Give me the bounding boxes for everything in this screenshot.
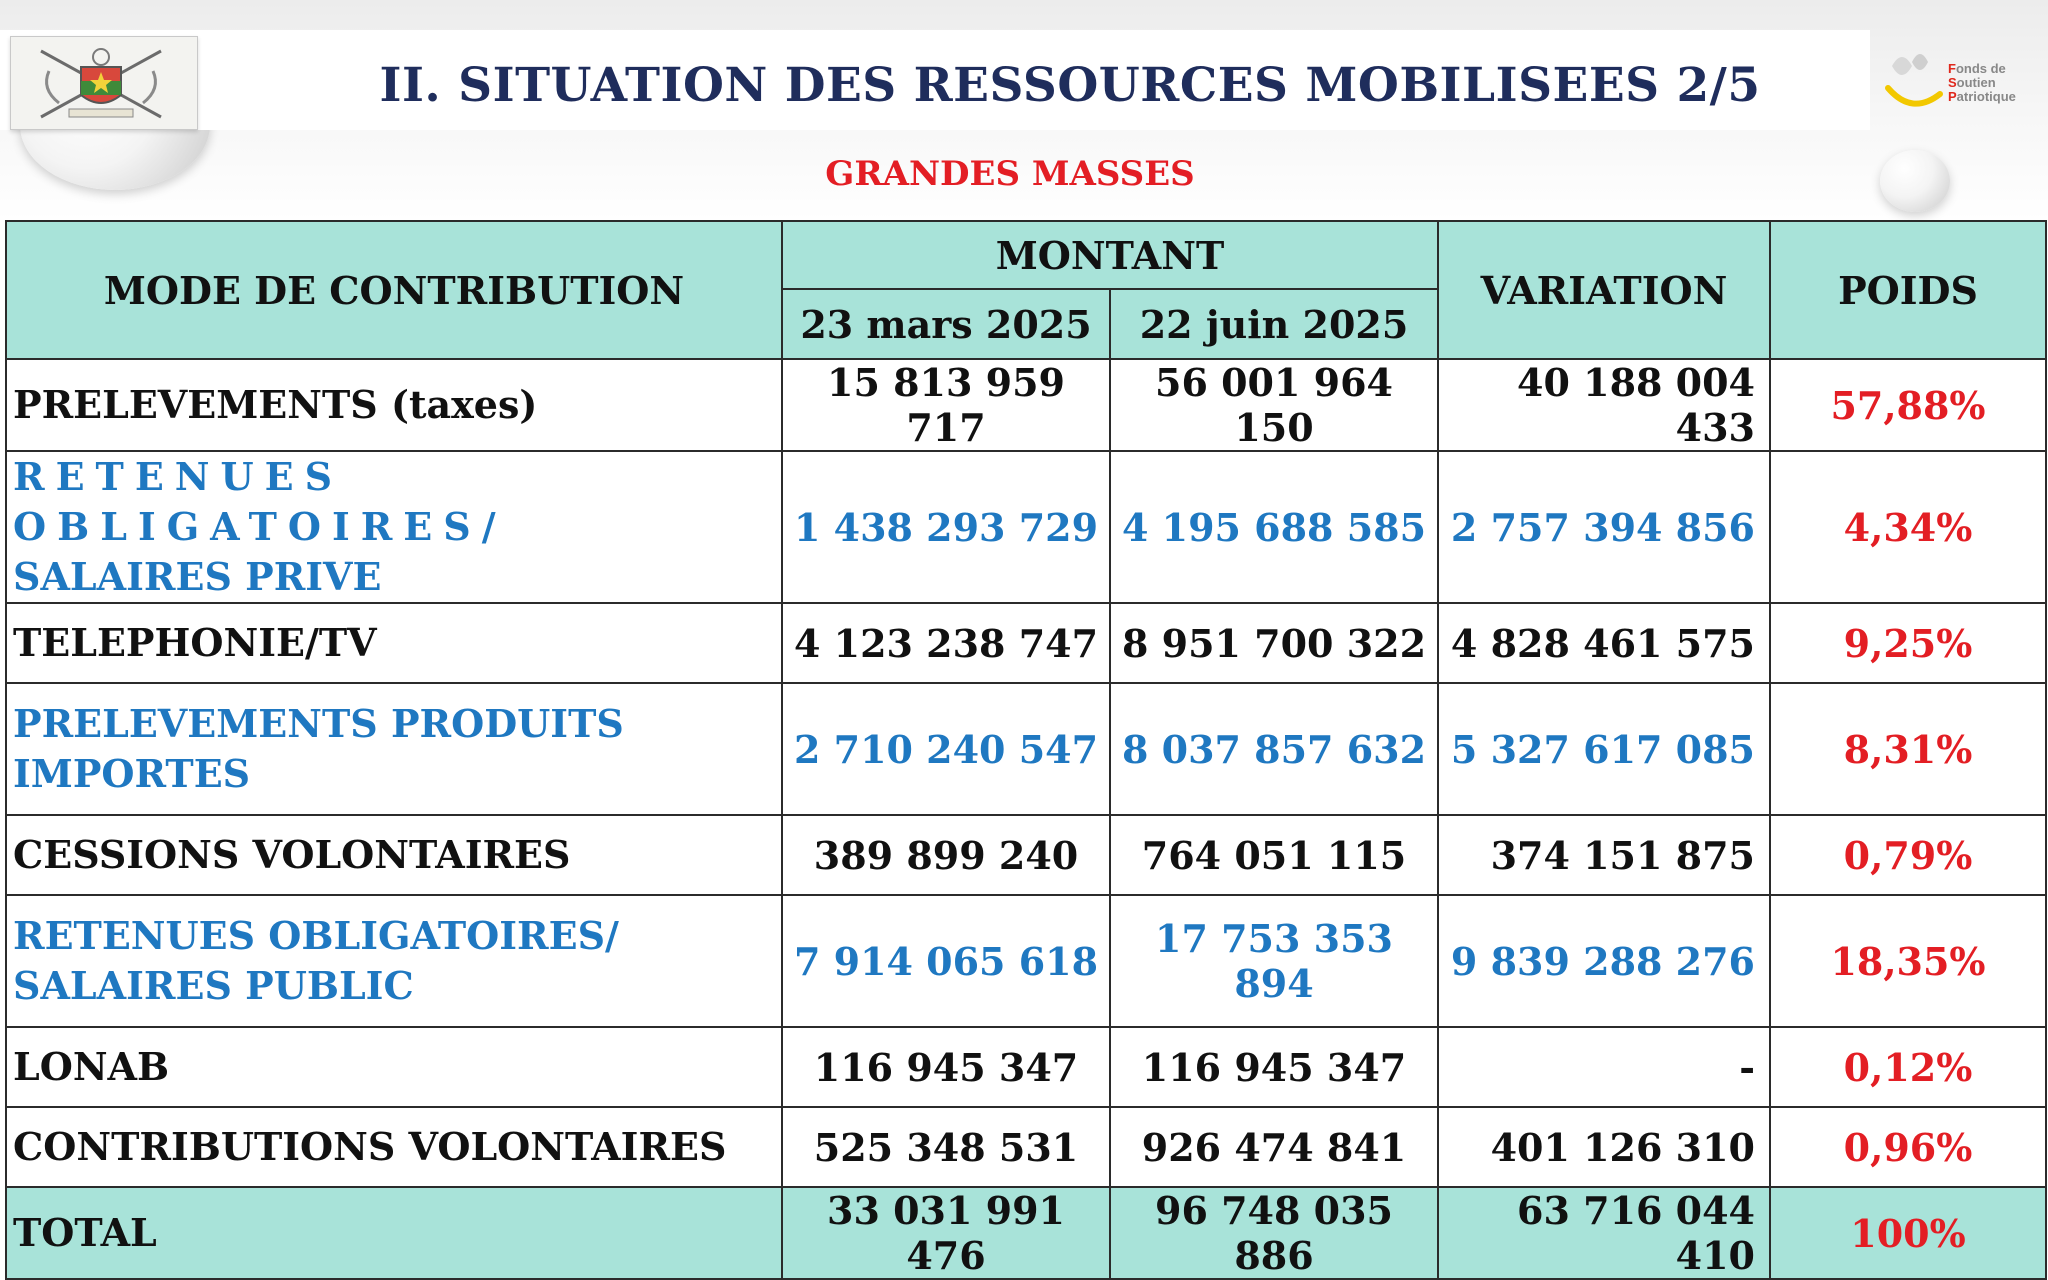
logo-line: Soutien [1948, 75, 1996, 90]
logo-line: Fonds de [1948, 61, 2006, 76]
amount-cell-date1: 4 123 238 747 [781, 602, 1111, 684]
table-row: PRELEVEMENTS (taxes) 15 813 959 717 56 0… [5, 358, 2047, 452]
table-row: TELEPHONIE/TV 4 123 238 747 8 951 700 32… [5, 602, 2047, 684]
row-label-main: PRELEVEMENTS [13, 382, 378, 427]
row-label: PRELEVEMENTS PRODUITS IMPORTES [5, 682, 783, 816]
row-label: LONAB [5, 1026, 783, 1108]
amount-cell-date1: 525 348 531 [781, 1106, 1111, 1188]
page-title: II. SITUATION DES RESSOURCES MOBILISEES … [379, 58, 1761, 113]
variation-cell: 401 126 310 [1437, 1106, 1771, 1188]
row-label: PRELEVEMENTS (taxes) [5, 358, 783, 452]
poids-cell: 57,88% [1769, 358, 2047, 452]
row-label: CONTRIBUTIONS VOLONTAIRES [5, 1106, 783, 1188]
column-header-date2: 22 juin 2025 [1109, 288, 1439, 360]
amount-cell-date2: 4 195 688 585 [1109, 450, 1439, 604]
poids-cell: 8,31% [1769, 682, 2047, 816]
table-row: PRELEVEMENTS PRODUITS IMPORTES 2 710 240 … [5, 682, 2047, 816]
column-header-montant: MONTANT [781, 220, 1439, 290]
table-row: CESSIONS VOLONTAIRES 389 899 240 764 051… [5, 814, 2047, 896]
table-header-row: MODE DE CONTRIBUTION MONTANT VARIATION P… [5, 220, 2047, 360]
column-header-poids: POIDS [1769, 220, 2047, 360]
resources-table: MODE DE CONTRIBUTION MONTANT VARIATION P… [5, 220, 2047, 1280]
row-label-line2: SALAIRES PRIVE [13, 554, 382, 599]
table-row: RETENUES OBLIGATOIRES/SALAIRES PUBLIC 7 … [5, 894, 2047, 1028]
row-label-line1: PRELEVEMENTS PRODUITS [13, 701, 624, 746]
row-label-line2: IMPORTES [13, 751, 251, 796]
table-total-row: TOTAL 33 031 991 476 96 748 035 886 63 7… [5, 1186, 2047, 1280]
row-label: CESSIONS VOLONTAIRES [5, 814, 783, 896]
table-row: CONTRIBUTIONS VOLONTAIRES 525 348 531 92… [5, 1106, 2047, 1188]
table-header-row: 23 mars 2025 22 juin 2025 [6, 288, 2046, 360]
amount-cell-date2: 8 037 857 632 [1109, 682, 1439, 816]
poids-cell: 0,96% [1769, 1106, 2047, 1188]
variation-cell: 374 151 875 [1437, 814, 1771, 896]
row-label-line1: RETENUES OBLIGATOIRES/ [13, 454, 507, 549]
amount-cell-date2: 56 001 964 150 [1109, 358, 1439, 452]
poids-cell: 18,35% [1769, 894, 2047, 1028]
amount-cell-date1: 1 438 293 729 [781, 450, 1111, 604]
row-label-line1: RETENUES OBLIGATOIRES/ [13, 913, 619, 958]
variation-cell: 2 757 394 856 [1437, 450, 1771, 604]
row-label: TELEPHONIE/TV [5, 602, 783, 684]
amount-cell-date2: 17 753 353 894 [1109, 894, 1439, 1028]
amount-cell-date1: 116 945 347 [781, 1026, 1111, 1108]
column-header-variation: VARIATION [1437, 220, 1771, 360]
table-row: RETENUES OBLIGATOIRES/SALAIRES PRIVE 1 4… [5, 450, 2047, 604]
fonds-soutien-patriotique-logo [1882, 44, 2032, 124]
amount-cell-date2: 116 945 347 [1109, 1026, 1439, 1108]
poids-cell: 4,34% [1769, 450, 2047, 604]
amount-cell-date1: 7 914 065 618 [781, 894, 1111, 1028]
variation-cell: 9 839 288 276 [1437, 894, 1771, 1028]
amount-cell-date1: 389 899 240 [781, 814, 1111, 896]
amount-cell-date2: 926 474 841 [1109, 1106, 1439, 1188]
variation-cell: - [1437, 1026, 1771, 1108]
row-label-line2: SALAIRES PUBLIC [13, 963, 414, 1008]
poids-cell: 9,25% [1769, 602, 2047, 684]
row-label: RETENUES OBLIGATOIRES/SALAIRES PRIVE [5, 450, 783, 604]
variation-cell: 5 327 617 085 [1437, 682, 1771, 816]
row-label-suffix: (taxes) [377, 382, 538, 427]
total-poids: 100% [1769, 1186, 2047, 1280]
variation-cell: 4 828 461 575 [1437, 602, 1771, 684]
row-label: RETENUES OBLIGATOIRES/SALAIRES PUBLIC [5, 894, 783, 1028]
amount-cell-date1: 15 813 959 717 [781, 358, 1111, 452]
column-header-date1: 23 mars 2025 [781, 288, 1111, 360]
amount-cell-date2: 764 051 115 [1109, 814, 1439, 896]
amount-cell-date1: 2 710 240 547 [781, 682, 1111, 816]
total-amount-date1: 33 031 991 476 [781, 1186, 1111, 1280]
table-row: LONAB 116 945 347 116 945 347 - 0,12% [5, 1026, 2047, 1108]
decorative-bubble [1880, 150, 1950, 212]
section-subtitle: GRANDES MASSES [825, 154, 1195, 194]
logo-text: Fonds de Soutien Patriotique [1948, 62, 2016, 104]
total-label: TOTAL [5, 1186, 783, 1280]
variation-cell: 40 188 004 433 [1437, 358, 1771, 452]
coat-of-arms-emblem [10, 36, 198, 130]
total-variation: 63 716 044 410 [1437, 1186, 1771, 1280]
total-amount-date2: 96 748 035 886 [1109, 1186, 1439, 1280]
logo-line: Patriotique [1948, 89, 2016, 104]
amount-cell-date2: 8 951 700 322 [1109, 602, 1439, 684]
header-band [0, 30, 1870, 130]
poids-cell: 0,79% [1769, 814, 2047, 896]
column-header-mode: MODE DE CONTRIBUTION [5, 220, 783, 360]
poids-cell: 0,12% [1769, 1026, 2047, 1108]
